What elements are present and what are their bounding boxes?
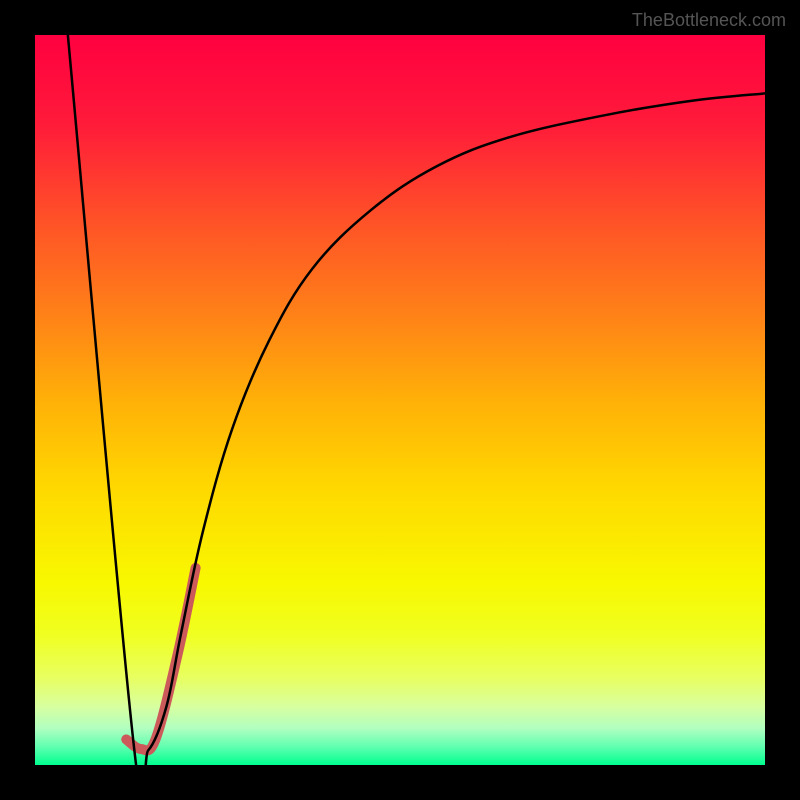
watermark: TheBottleneck.com: [632, 10, 786, 31]
plot-area: [35, 35, 765, 765]
gradient-background: [35, 35, 765, 765]
chart-container: [0, 0, 800, 800]
chart-svg: [35, 35, 765, 765]
